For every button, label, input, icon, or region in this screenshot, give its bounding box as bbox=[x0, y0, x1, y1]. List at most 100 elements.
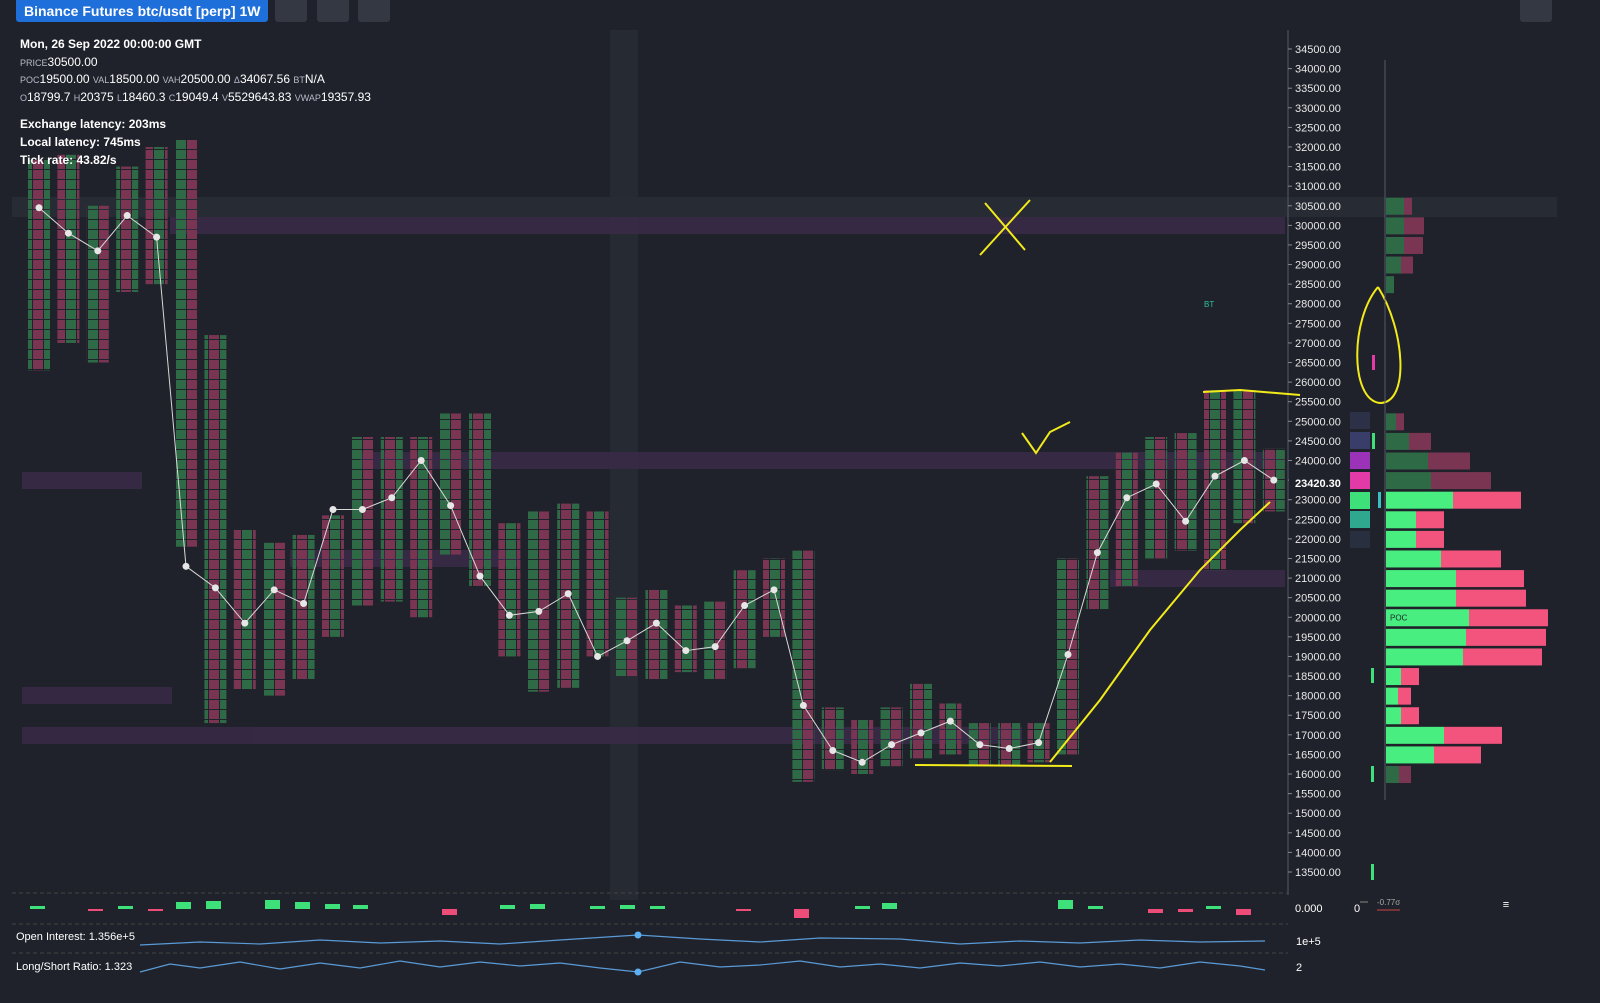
camera-button[interactable] bbox=[317, 0, 349, 22]
footprint-column bbox=[204, 335, 227, 724]
price-dot bbox=[1064, 650, 1072, 658]
y-tick-label: 27500.00 bbox=[1295, 318, 1341, 330]
bt-marker: BT bbox=[1204, 300, 1214, 309]
profile-buy bbox=[1386, 687, 1398, 705]
profile-buy bbox=[1386, 530, 1416, 548]
oi-axis-label: 1e+5 bbox=[1296, 936, 1321, 948]
help-button[interactable] bbox=[358, 0, 390, 22]
profile-sell bbox=[1441, 550, 1501, 568]
price-dot bbox=[123, 212, 131, 220]
y-tick-label: 26500.00 bbox=[1295, 358, 1341, 370]
oi-cursor bbox=[634, 931, 642, 939]
profile-sell bbox=[1399, 766, 1411, 784]
ls-label: Long/Short Ratio: 1.323 bbox=[16, 961, 133, 973]
menu-button[interactable] bbox=[1520, 0, 1552, 22]
profile-sell bbox=[1401, 256, 1413, 274]
footprint-column bbox=[880, 707, 903, 767]
delta-axis-label: 0.000 bbox=[1295, 903, 1323, 915]
footprint-column bbox=[86, 205, 109, 363]
field-value: N/A bbox=[304, 72, 325, 86]
y-tick-label: 22000.00 bbox=[1295, 534, 1341, 546]
price-dot bbox=[35, 204, 43, 212]
footprint-column bbox=[175, 139, 197, 547]
field-key: L bbox=[116, 93, 122, 103]
profile-sell bbox=[1404, 197, 1412, 215]
footprint-column bbox=[1086, 476, 1109, 610]
footprint-column bbox=[263, 542, 286, 696]
footprint-column bbox=[1115, 452, 1138, 586]
price-dot bbox=[652, 619, 660, 627]
profile-buy bbox=[1386, 491, 1453, 509]
y-tick-label: 26000.00 bbox=[1295, 377, 1341, 389]
y-tick-label: 34500.00 bbox=[1295, 44, 1341, 56]
price-dot bbox=[946, 717, 954, 725]
current-price-label: 23420.30 bbox=[1295, 478, 1341, 490]
ohlc-line: O18799.7 H20375 L18460.3 C19049.4 V55296… bbox=[20, 90, 371, 104]
price-dot bbox=[1211, 472, 1219, 480]
profile-sell bbox=[1401, 668, 1419, 686]
profile-sell bbox=[1453, 491, 1521, 509]
profile-buy bbox=[1386, 570, 1456, 588]
y-tick-label: 17500.00 bbox=[1295, 710, 1341, 722]
footprint-column bbox=[1204, 389, 1226, 571]
footprint-column bbox=[410, 436, 433, 618]
field-key: Δ bbox=[233, 75, 240, 85]
profile-side-boxes bbox=[1350, 60, 1386, 880]
price-dot bbox=[858, 758, 866, 766]
y-tick-label: 27000.00 bbox=[1295, 338, 1341, 350]
profile-sell bbox=[1444, 726, 1502, 744]
stat: Local latency: 745ms bbox=[20, 135, 141, 149]
profile-buy bbox=[1386, 589, 1456, 607]
price-dot bbox=[241, 619, 249, 627]
y-tick-label: 29500.00 bbox=[1295, 240, 1341, 252]
crosshair-row bbox=[12, 197, 1557, 217]
y-tick-label: 21000.00 bbox=[1295, 573, 1341, 585]
profile-buy bbox=[1386, 609, 1469, 627]
price-dot bbox=[1123, 494, 1131, 502]
price-dot bbox=[917, 729, 925, 737]
levels-line: POC19500.00 VAL18500.00 VAH20500.00 Δ340… bbox=[20, 72, 325, 86]
footprint-column bbox=[704, 601, 727, 680]
field-key: V bbox=[221, 93, 228, 103]
price-dot bbox=[535, 607, 543, 615]
y-tick-label: 22500.00 bbox=[1295, 514, 1341, 526]
y-tick-label: 23000.00 bbox=[1295, 495, 1341, 507]
profile-sell bbox=[1456, 589, 1526, 607]
price-dot bbox=[388, 494, 396, 502]
y-tick-label: 19500.00 bbox=[1295, 632, 1341, 644]
price-dot bbox=[211, 584, 219, 592]
profile-sell bbox=[1466, 628, 1546, 646]
field-value: 19049.4 bbox=[175, 90, 219, 104]
footprint-column bbox=[674, 605, 697, 673]
y-tick-label: 16000.00 bbox=[1295, 769, 1341, 781]
field-key: O bbox=[20, 93, 28, 103]
profile-buy bbox=[1386, 766, 1399, 784]
footprint-column bbox=[380, 436, 403, 602]
footprint-column bbox=[498, 523, 521, 657]
field-key: C bbox=[168, 93, 176, 103]
profile-buy bbox=[1386, 511, 1416, 529]
profile-buy bbox=[1386, 668, 1401, 686]
profile-sell bbox=[1398, 687, 1411, 705]
price-dot bbox=[1093, 549, 1101, 557]
field-key: POC bbox=[20, 75, 40, 85]
footprint-column bbox=[733, 570, 756, 669]
profile-buy bbox=[1386, 413, 1396, 431]
profile-buy bbox=[1386, 236, 1404, 254]
field-value: 19500.00 bbox=[39, 72, 90, 86]
field-value: 34067.56 bbox=[239, 72, 290, 86]
y-tick-label: 32500.00 bbox=[1295, 122, 1341, 134]
field-value: 20375 bbox=[80, 90, 114, 104]
title-button[interactable]: Binance Futures btc/usdt [perp] 1W bbox=[16, 0, 269, 22]
field-key: H bbox=[73, 93, 81, 103]
profile-sell bbox=[1456, 570, 1524, 588]
footprint-column bbox=[939, 703, 962, 755]
price-dot bbox=[270, 586, 278, 594]
profile-buy bbox=[1386, 276, 1394, 294]
y-tick-label: 20000.00 bbox=[1295, 612, 1341, 624]
y-tick-label: 31000.00 bbox=[1295, 181, 1341, 193]
lock-button[interactable] bbox=[275, 0, 307, 22]
footprint-column bbox=[322, 515, 344, 637]
footprint-column bbox=[1145, 436, 1168, 559]
